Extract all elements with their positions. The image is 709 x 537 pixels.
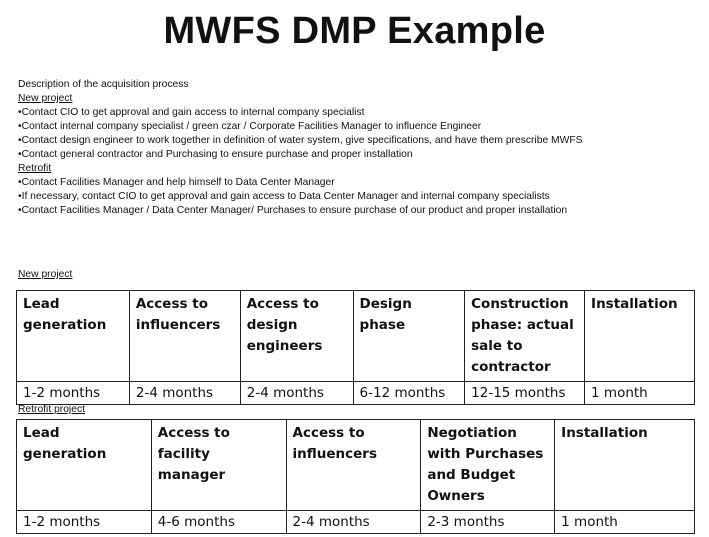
new-project-table: Lead generation Access to influencers Ac… xyxy=(16,290,695,405)
duration-cell: 1 month xyxy=(554,510,695,534)
new-project-label: New project xyxy=(18,93,73,104)
header-cell: Lead generation xyxy=(16,419,152,511)
table-header-row: Lead generation Access to influencers Ac… xyxy=(16,290,695,382)
new-project-item: •Contact design engineer to work togethe… xyxy=(18,135,583,146)
description-heading: Description of the acquisition process xyxy=(18,79,189,90)
retrofit-table: Lead generation Access to facility manag… xyxy=(16,419,695,534)
new-project-table-label: New project xyxy=(18,269,73,280)
duration-cell: 2-4 months xyxy=(128,381,241,405)
header-cell: Lead generation xyxy=(16,290,130,382)
header-cell: Access to influencers xyxy=(128,290,241,382)
new-project-item: •Contact internal company specialist / g… xyxy=(18,121,482,132)
duration-cell: 2-4 months xyxy=(239,381,354,405)
description-block: Description of the acquisition process N… xyxy=(18,78,698,218)
duration-cell: 2-4 months xyxy=(285,510,422,534)
duration-cell: 1-2 months xyxy=(16,381,130,405)
duration-cell: 12-15 months xyxy=(464,381,586,405)
table-row: 1-2 months 2-4 months 2-4 months 6-12 mo… xyxy=(16,381,695,405)
new-project-item: •Contact CIO to get approval and gain ac… xyxy=(18,107,365,118)
header-cell: Access to facility manager xyxy=(150,419,287,511)
duration-cell: 6-12 months xyxy=(352,381,466,405)
duration-cell: 2-3 months xyxy=(420,510,556,534)
header-cell: Construction phase: actual sale to contr… xyxy=(464,290,586,382)
table-header-row: Lead generation Access to facility manag… xyxy=(16,419,695,511)
slide-title: MWFS DMP Example xyxy=(163,10,546,52)
retrofit-label: Retrofit xyxy=(18,163,52,174)
header-cell: Installation xyxy=(584,290,695,382)
duration-cell: 1-2 months xyxy=(16,510,152,534)
table-row: 1-2 months 4-6 months 2-4 months 2-3 mon… xyxy=(16,510,695,534)
retrofit-item: •If necessary, contact CIO to get approv… xyxy=(18,191,550,202)
retrofit-item: •Contact Facilities Manager / Data Cente… xyxy=(18,205,568,216)
duration-cell: 1 month xyxy=(584,381,695,405)
header-cell: Installation xyxy=(554,419,695,511)
retrofit-item: •Contact Facilities Manager and help him… xyxy=(18,177,335,188)
header-cell: Design phase xyxy=(352,290,466,382)
header-cell: Access to influencers xyxy=(285,419,422,511)
header-cell: Negotiation with Purchases and Budget Ow… xyxy=(420,419,556,511)
retrofit-table-label: Retrofit project xyxy=(18,404,85,415)
new-project-item: •Contact general contractor and Purchasi… xyxy=(18,149,413,160)
header-cell: Access to design engineers xyxy=(239,290,354,382)
duration-cell: 4-6 months xyxy=(150,510,287,534)
